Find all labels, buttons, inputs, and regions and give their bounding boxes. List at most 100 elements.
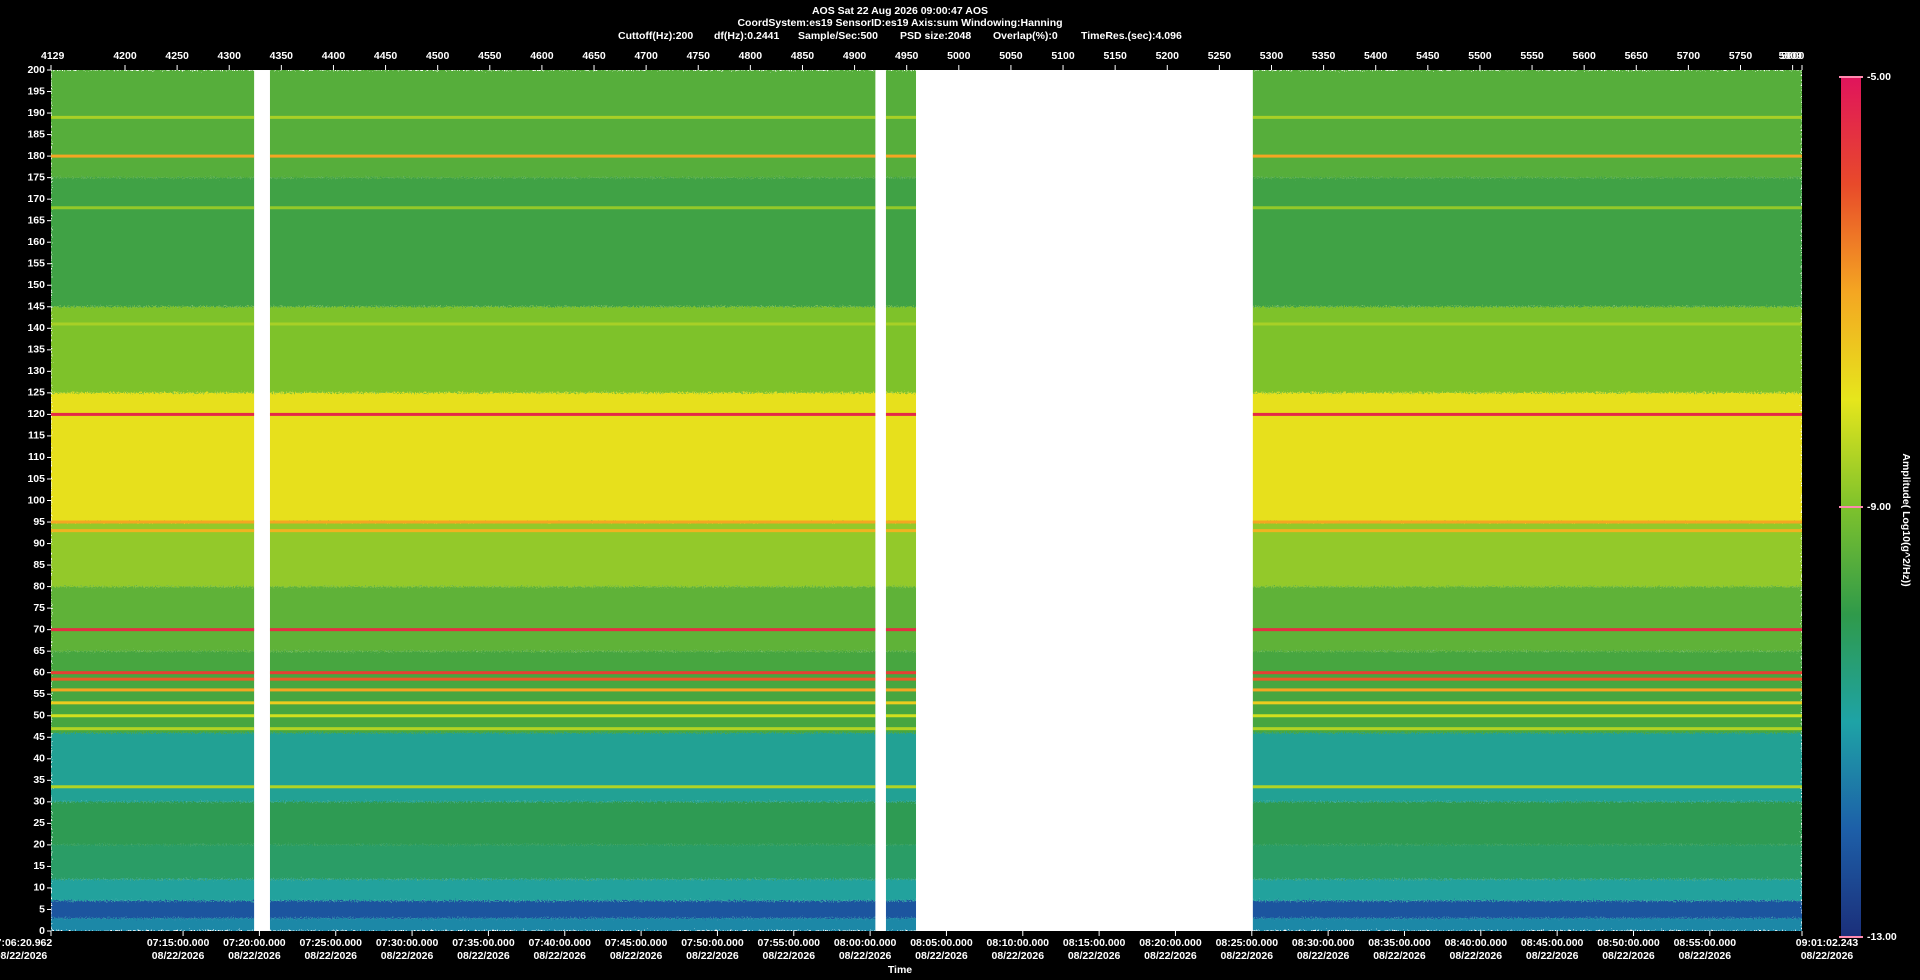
param-label: Sample/Sec:500 <box>798 30 878 42</box>
x-tick-label: 09:01:02.243 <box>1796 937 1859 949</box>
x-tick-label: 07:06:20.962 <box>0 937 52 949</box>
colorbar-tick-label: -5.00 <box>1867 71 1891 83</box>
x2-tick-label: 5350 <box>1312 50 1336 62</box>
x-tick-date: 08/22/2026 <box>457 950 510 962</box>
x2-tick-label: 4700 <box>634 50 658 62</box>
x-tick-date: 08/22/2026 <box>0 950 47 962</box>
x-tick-date: 08/22/2026 <box>1068 950 1121 962</box>
x-tick-label: 07:45:00.000 <box>605 937 668 949</box>
y-tick-label: 20 <box>33 839 45 851</box>
x2-tick-label: 4650 <box>582 50 606 62</box>
x-tick-label: 08:45:00.000 <box>1521 937 1584 949</box>
x-tick-date: 08/22/2026 <box>1144 950 1197 962</box>
x-tick-date: 08/22/2026 <box>1679 950 1732 962</box>
x-tick-label: 07:15:00.000 <box>147 937 210 949</box>
x-tick-label: 07:35:00.000 <box>452 937 515 949</box>
x-tick-label: 07:50:00.000 <box>681 937 744 949</box>
x2-tick-label: 5150 <box>1103 50 1127 62</box>
x-tick-date: 08/22/2026 <box>1221 950 1274 962</box>
y-tick-label: 65 <box>33 645 45 657</box>
x-tick-label: 07:40:00.000 <box>529 937 592 949</box>
y-tick-label: 25 <box>33 817 45 829</box>
x-tick-label: 08:55:00.000 <box>1674 937 1737 949</box>
y-tick-label: 195 <box>27 85 45 97</box>
y-tick-label: 175 <box>27 171 45 183</box>
x-tick-date: 08/22/2026 <box>1526 950 1579 962</box>
x-tick-date: 08/22/2026 <box>152 950 205 962</box>
x2-tick-label: 4550 <box>478 50 502 62</box>
y-tick-label: 200 <box>27 64 45 76</box>
x2-tick-label: 5400 <box>1364 50 1388 62</box>
x2-tick-label: 4850 <box>791 50 815 62</box>
y-tick-label: 150 <box>27 279 45 291</box>
x-tick-label: 08:35:00.000 <box>1368 937 1431 949</box>
x-tick-label: 08:40:00.000 <box>1445 937 1508 949</box>
y-tick-label: 75 <box>33 602 45 614</box>
y-tick-label: 5 <box>39 903 45 915</box>
x-tick-date: 08/22/2026 <box>915 950 968 962</box>
x2-tick-label: 4600 <box>530 50 554 62</box>
x-tick-label: 07:55:00.000 <box>758 937 821 949</box>
y-tick-label: 130 <box>27 365 45 377</box>
y-tick-label: 180 <box>27 150 45 162</box>
colorbar-label: Amplitude( Log10(g^2/Hz)) <box>1900 453 1912 586</box>
data-gap <box>254 70 270 931</box>
x-tick-label: 07:20:00.000 <box>223 937 286 949</box>
x-tick-label: 08:10:00.000 <box>987 937 1050 949</box>
y-tick-label: 0 <box>39 925 45 937</box>
y-tick-label: 80 <box>33 580 45 592</box>
x-tick-date: 08/22/2026 <box>686 950 739 962</box>
x2-tick-label: 5250 <box>1208 50 1232 62</box>
param-label: TimeRes.(sec):4.096 <box>1081 30 1182 42</box>
x2-tick-label: 5000 <box>947 50 971 62</box>
x-tick-date: 08/22/2026 <box>762 950 815 962</box>
x-tick-label: 08:05:00.000 <box>910 937 973 949</box>
x2-tick-label: 5750 <box>1729 50 1753 62</box>
colorbar-tick-label: -9.00 <box>1867 501 1891 513</box>
param-label: PSD size:2048 <box>900 30 971 42</box>
x2-tick-label: 4800 <box>739 50 763 62</box>
y-tick-label: 90 <box>33 537 45 549</box>
y-tick-label: 40 <box>33 753 45 765</box>
x2-tick-label: 5500 <box>1468 50 1492 62</box>
param-label: Cuttoff(Hz):200 <box>618 30 693 42</box>
x2-tick-label: 5550 <box>1520 50 1544 62</box>
y-tick-label: 55 <box>33 688 45 700</box>
y-tick-label: 135 <box>27 344 45 356</box>
x2-tick-label: 5450 <box>1416 50 1440 62</box>
data-gap <box>875 70 886 931</box>
y-tick-label: 160 <box>27 236 45 248</box>
x2-tick-label: 5100 <box>1051 50 1075 62</box>
x2-tick-label: 4500 <box>426 50 450 62</box>
x2-tick-label: 4250 <box>165 50 189 62</box>
y-tick-label: 60 <box>33 666 45 678</box>
x2-tick-label: 4400 <box>322 50 346 62</box>
y-tick-label: 105 <box>27 473 45 485</box>
x2-tick-label: 5800 <box>1781 50 1805 62</box>
y-tick-label: 190 <box>27 107 45 119</box>
y-tick-label: 30 <box>33 796 45 808</box>
x-tick-date: 08/22/2026 <box>1373 950 1426 962</box>
y-tick-label: 125 <box>27 387 45 399</box>
y-tick-label: 145 <box>27 301 45 313</box>
x-tick-label: 08:15:00.000 <box>1063 937 1126 949</box>
y-tick-label: 45 <box>33 731 45 743</box>
x-tick-date: 08/22/2026 <box>839 950 892 962</box>
x2-tick-label: 5300 <box>1260 50 1284 62</box>
y-tick-label: 100 <box>27 494 45 506</box>
x2-tick-label: 4200 <box>113 50 137 62</box>
y-tick-label: 140 <box>27 322 45 334</box>
param-label: Overlap(%):0 <box>993 30 1058 42</box>
x2-tick-label: 4950 <box>895 50 919 62</box>
x-tick-label: 08:00:00.000 <box>834 937 897 949</box>
param-label: df(Hz):0.2441 <box>714 30 780 42</box>
x-tick-label: 07:25:00.000 <box>300 937 363 949</box>
x-tick-date: 08/22/2026 <box>381 950 434 962</box>
x2-tick-label: 4450 <box>374 50 398 62</box>
x-tick-label: 08:50:00.000 <box>1597 937 1660 949</box>
y-tick-label: 85 <box>33 559 45 571</box>
x-tick-date: 08/22/2026 <box>1602 950 1655 962</box>
y-tick-label: 15 <box>33 860 45 872</box>
